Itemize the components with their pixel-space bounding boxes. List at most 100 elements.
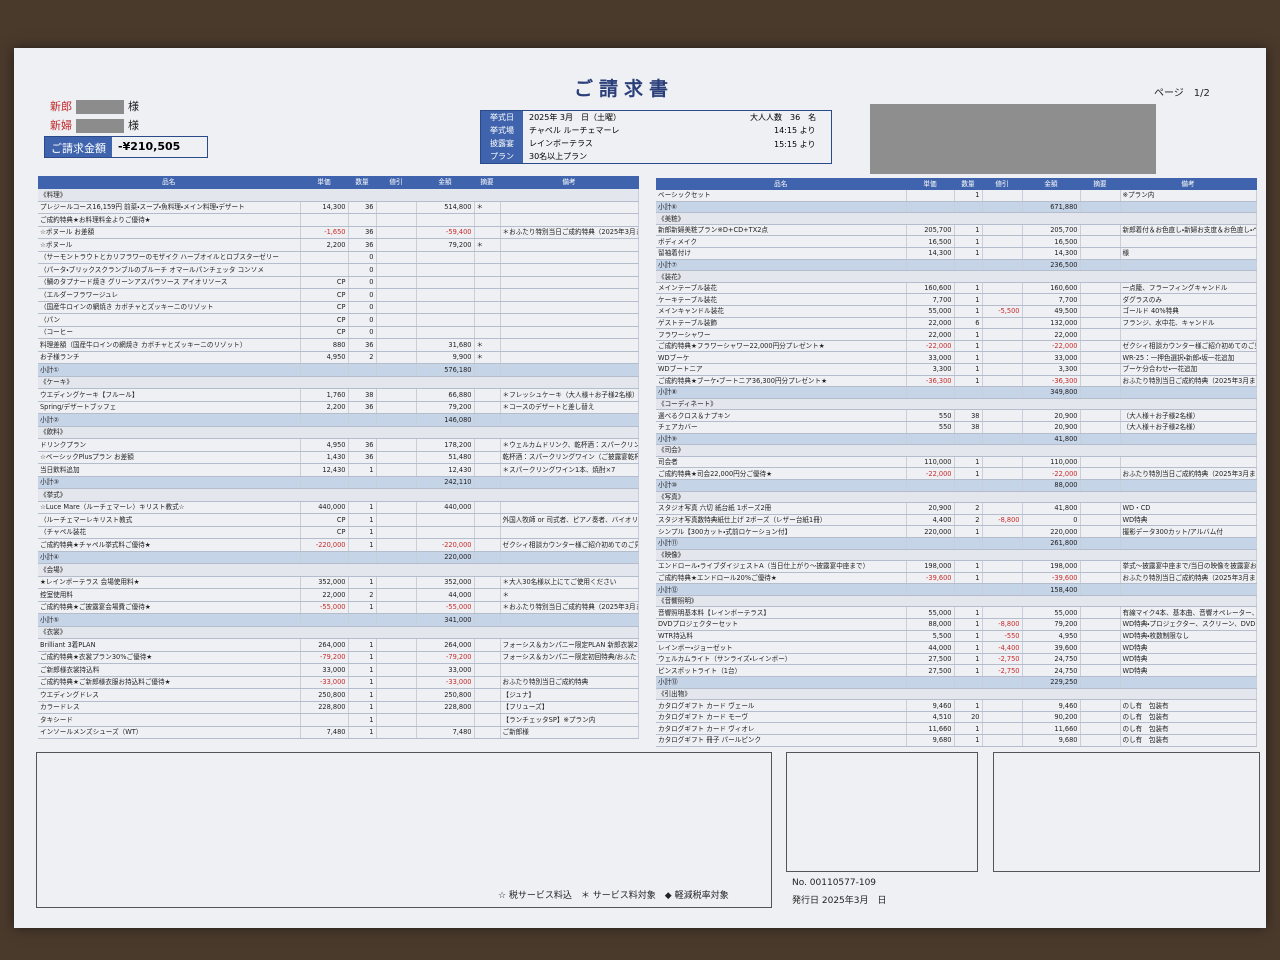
item-row: タキシード 1 【ランチェッタSP】※プラン内 — [38, 713, 639, 727]
item-row: WDブートニア 3,300 1 3,300 ブーケ分合わせ・一花追加 — [656, 363, 1257, 376]
cell: 9,680 — [906, 734, 955, 747]
item-row: 控室使用料 22,000 2 44,000 ＊ — [38, 588, 639, 602]
cell — [982, 525, 1023, 538]
cell: 38 — [954, 409, 983, 422]
item-row: カラードレス 228,800 1 228,800 【フリューズ】 — [38, 701, 639, 714]
subtotal-row: 小計② 146,080 — [38, 413, 639, 427]
cell: （チャペル装花 — [38, 526, 301, 539]
cell — [1080, 456, 1121, 469]
cell — [1080, 201, 1121, 214]
right-table: 品名 単価 数量 値引 金額 摘要 備考 ベーシックセット 1 ※プラン内 小計⑥ 671,880 《美… — [656, 178, 1257, 747]
cell — [474, 576, 501, 589]
cell: 55,000 — [1022, 606, 1081, 620]
subtotal-row: 小計⑬ 229,250 — [656, 676, 1257, 689]
cell — [474, 326, 501, 339]
cell: ＊大人30名様以上にてご使用ください — [500, 576, 639, 589]
item-row: ☆ボヌール お差額 -1,650 36 -59,400 ＊おふたり特別当日ご成約特典（2… — [38, 226, 639, 239]
bride-label: 新婦 — [50, 119, 72, 132]
event-key: プラン — [481, 150, 523, 163]
cell — [474, 451, 501, 464]
cell: ※プラン内 — [1120, 189, 1257, 202]
column-header: 数量 — [954, 178, 983, 191]
cell — [376, 551, 417, 564]
cell — [982, 201, 1023, 214]
cell: 110,000 — [1022, 456, 1081, 469]
section-row: 《衣裳》 — [38, 626, 639, 639]
cell — [1080, 433, 1121, 446]
cell — [982, 375, 1023, 388]
cell: 9,900 — [416, 351, 475, 364]
cell: -22,000 — [906, 340, 955, 353]
item-row: ご成約特典★ブーケ・ブートニア36,300円分プレゼント★ -36,300 1 -36… — [656, 375, 1257, 388]
cell — [1080, 328, 1121, 341]
cell: 44,000 — [416, 588, 475, 602]
cell: 0 — [348, 326, 377, 339]
subtotal-amount: 41,800 — [1022, 433, 1081, 446]
cell — [474, 438, 501, 452]
event-key: 挙式日 — [481, 111, 523, 124]
cell: シンプル【300カット・式前ロケーション付】 — [656, 525, 907, 538]
cell: 14,300 — [300, 201, 349, 214]
item-row: ベーシックセット 1 ※プラン内 — [656, 189, 1257, 202]
doc-number: No. 00110577-109 — [792, 878, 877, 888]
event-row: 挙式場 チャペル ルーチェマーレ — [481, 124, 831, 137]
cell: CP — [300, 276, 349, 289]
section-row: 《コーディネート》 — [656, 398, 1257, 411]
cell — [1080, 479, 1121, 492]
section-heading: 《装花》 — [656, 270, 1257, 283]
cell — [1080, 641, 1121, 654]
cell: WD・CD — [1120, 502, 1257, 515]
cell — [376, 513, 417, 527]
cell: 様 — [1120, 247, 1257, 260]
section-heading: 《会場》 — [38, 563, 639, 577]
section-row: 《装花》 — [656, 270, 1257, 283]
item-row: プレジールコース16,159円 前菜・スープ・魚料理・メイン料理・デザート 14,… — [38, 201, 639, 214]
cell: 1 — [954, 305, 983, 318]
cell — [376, 588, 417, 602]
cell: おふたり特別当日ご成約特典 — [500, 676, 639, 689]
cell: 39,600 — [1022, 641, 1081, 654]
cell: 2 — [348, 351, 377, 364]
cell — [474, 638, 501, 652]
cell: フォーシス＆カンパニー限定初回特典/おふたり特別当日ご成約特典（2025年3月ま… — [500, 651, 639, 664]
cell: ＊ウェルカムドリンク、乾杯酒：スパークリングワイン、ソフトドリンク・白ワイン・赤… — [500, 438, 639, 452]
cell — [906, 189, 955, 202]
section-row: 《挙式》 — [38, 488, 639, 502]
cell — [1080, 282, 1121, 295]
subtotal-label: 小計⑤ — [38, 613, 301, 627]
cell: 205,700 — [906, 224, 955, 237]
cell — [376, 338, 417, 352]
event-info: 14:15 より — [774, 126, 816, 135]
cell — [300, 363, 349, 377]
cell — [416, 288, 475, 302]
cell — [474, 501, 501, 514]
cell: ゲストテーブル装飾 — [656, 317, 907, 330]
cell: ご成約特典★司会22,000円分ご優待★ — [656, 467, 907, 480]
column-header: 数量 — [348, 176, 377, 189]
cell: -2,750 — [982, 653, 1023, 666]
cell — [300, 263, 349, 277]
cell: （サーモントラウトとカリフラワーのモザイク ハーブオイルとロブスターゼリー — [38, 251, 301, 264]
cell: 1 — [348, 638, 377, 652]
item-row: 音響照明基本料【レインボーテラス】 55,000 1 55,000 有線マイク4本、基本… — [656, 606, 1257, 620]
cell: レインボー・ジョーゼット — [656, 641, 907, 654]
redaction — [870, 104, 1156, 174]
cell — [982, 421, 1023, 434]
amount-label: ご請求金額 — [45, 137, 112, 157]
cell: 11,660 — [906, 722, 955, 735]
cell — [474, 226, 501, 239]
cell: 4,400 — [906, 514, 955, 527]
cell — [1080, 618, 1121, 631]
column-header: 摘要 — [1080, 178, 1121, 191]
cell: （鯛のタプナード焼き グリーンアスパラソース アイオリソース — [38, 276, 301, 289]
cell: （大人様＋お子様2名様） — [1120, 409, 1257, 422]
cell: 2 — [348, 588, 377, 602]
cell — [300, 613, 349, 627]
item-row: WDブーケ 33,000 1 33,000 WR-25：一押色選択・新郎・坂一花追加 — [656, 351, 1257, 364]
cell — [474, 676, 501, 689]
cell — [500, 338, 639, 352]
cell — [416, 263, 475, 277]
cell: 550 — [906, 409, 955, 422]
cell: 79,200 — [416, 401, 475, 414]
